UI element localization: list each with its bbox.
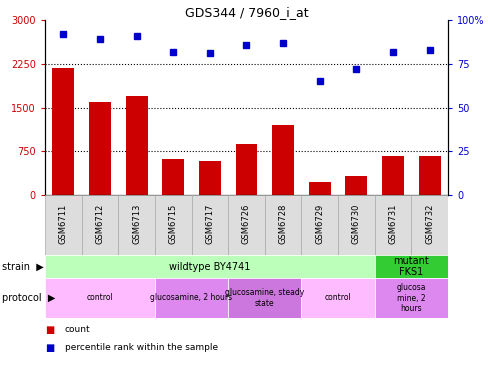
Bar <box>264 195 301 255</box>
Text: wildtype BY4741: wildtype BY4741 <box>169 261 250 272</box>
Bar <box>45 278 155 318</box>
Bar <box>81 195 118 255</box>
Text: ■: ■ <box>45 325 54 335</box>
Bar <box>308 182 330 195</box>
Bar <box>52 68 74 195</box>
Title: GDS344 / 7960_i_at: GDS344 / 7960_i_at <box>184 6 307 19</box>
Bar <box>381 156 403 195</box>
Text: GSM6730: GSM6730 <box>351 204 360 244</box>
Text: GSM6715: GSM6715 <box>168 204 177 244</box>
Text: GSM6712: GSM6712 <box>95 204 104 244</box>
Bar <box>301 278 374 318</box>
Text: GSM6729: GSM6729 <box>315 204 324 244</box>
Bar <box>410 195 447 255</box>
Text: GSM6732: GSM6732 <box>424 204 433 244</box>
Text: protocol  ▶: protocol ▶ <box>2 293 56 303</box>
Bar <box>118 195 155 255</box>
Text: GSM6731: GSM6731 <box>388 204 397 244</box>
Bar <box>228 195 264 255</box>
Bar <box>89 102 111 195</box>
Bar <box>337 195 374 255</box>
Text: glucosamine, steady
state: glucosamine, steady state <box>225 288 304 308</box>
Text: GSM6726: GSM6726 <box>242 204 250 244</box>
Text: control: control <box>324 294 351 303</box>
Bar <box>418 156 440 195</box>
Bar <box>45 255 374 278</box>
Bar <box>272 125 293 195</box>
Bar <box>45 195 81 255</box>
Bar <box>374 195 410 255</box>
Text: glucosamine, 2 hours: glucosamine, 2 hours <box>150 294 232 303</box>
Bar <box>125 96 147 195</box>
Text: percentile rank within the sample: percentile rank within the sample <box>64 344 217 352</box>
Text: ■: ■ <box>45 343 54 353</box>
Text: GSM6713: GSM6713 <box>132 204 141 244</box>
Text: glucosa
mine, 2
hours: glucosa mine, 2 hours <box>396 283 425 313</box>
Text: GSM6717: GSM6717 <box>205 204 214 244</box>
Text: GSM6711: GSM6711 <box>59 204 68 244</box>
Text: mutant
FKS1: mutant FKS1 <box>393 256 428 277</box>
Bar <box>162 159 184 195</box>
Bar <box>374 278 447 318</box>
Bar <box>345 176 366 195</box>
Text: strain  ▶: strain ▶ <box>2 261 44 272</box>
Bar <box>228 278 301 318</box>
Text: GSM6728: GSM6728 <box>278 204 287 244</box>
Bar <box>235 144 257 195</box>
Bar <box>155 278 228 318</box>
Text: count: count <box>64 325 90 335</box>
Text: control: control <box>86 294 113 303</box>
Bar <box>191 195 228 255</box>
Bar <box>155 195 191 255</box>
Bar <box>374 255 447 278</box>
Bar <box>199 161 221 195</box>
Bar <box>301 195 337 255</box>
